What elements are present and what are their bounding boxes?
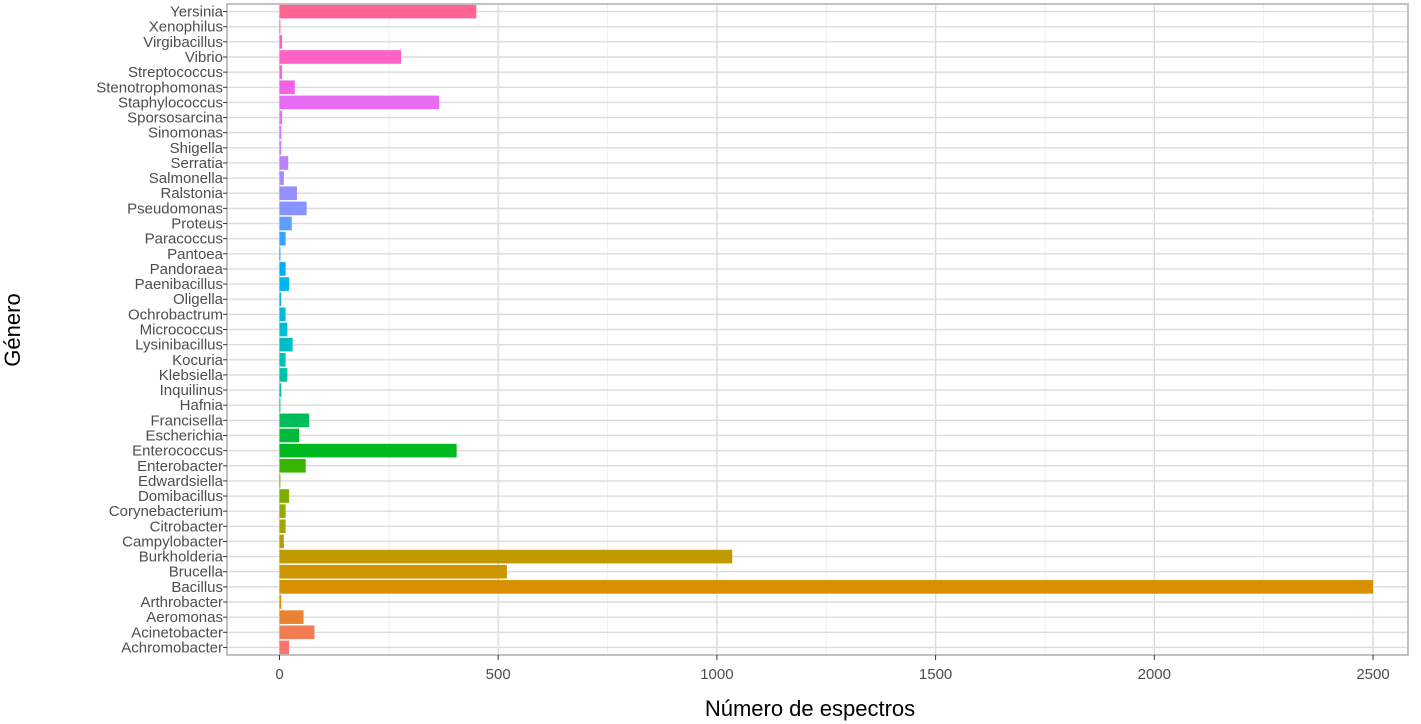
bar-staphylococcus — [279, 95, 440, 110]
bar-pseudomonas — [279, 201, 307, 216]
y-tick-label: Burkholderia — [139, 549, 224, 566]
bar-sporsosarcina — [279, 110, 283, 125]
bar-enterobacter — [279, 458, 306, 473]
bar-brucella — [279, 564, 507, 579]
bar-streptococcus — [279, 65, 283, 79]
bar-achromobacter — [279, 640, 290, 655]
y-axis-ticks: AchromobacterAcinetobacterAeromonasArthr… — [96, 4, 227, 656]
y-tick-label: Arthrobacter — [140, 594, 223, 611]
y-tick-label: Shigella — [170, 140, 224, 157]
bar-xenophilus — [279, 19, 281, 34]
y-tick-label: Streptococcus — [128, 64, 223, 81]
bar-shigella — [279, 141, 282, 155]
y-tick-label: Hafnia — [180, 397, 224, 414]
y-tick-label: Proteus — [171, 216, 223, 233]
y-tick-label: Brucella — [169, 564, 224, 581]
y-tick-label: Aeromonas — [146, 609, 223, 626]
y-tick-label: Oligella — [173, 291, 224, 308]
bar-salmonella — [279, 171, 284, 185]
x-tick-label: 1500 — [919, 666, 952, 683]
y-tick-label: Sporsosarcina — [127, 110, 224, 127]
bar-lysinibacillus — [279, 337, 293, 352]
bar-pandoraea — [279, 262, 286, 276]
bar-hafnia — [279, 398, 281, 413]
y-tick-label: Enterobacter — [137, 458, 223, 475]
y-tick-label: Sinomonas — [148, 125, 223, 142]
y-tick-label: Inquilinus — [160, 382, 223, 399]
y-tick-label: Vibrio — [185, 49, 223, 66]
bar-virgibacillus — [279, 35, 283, 49]
bar-klebsiella — [279, 368, 288, 382]
x-axis-ticks: 0 500 1000 1500 2000 2500 — [275, 655, 1390, 683]
y-tick-label: Corynebacterium — [109, 503, 223, 520]
bar-enterococcus — [279, 443, 457, 458]
x-tick-label: 1000 — [700, 666, 733, 683]
y-tick-label: Campylobacter — [122, 533, 223, 550]
y-tick-label: Acinetobacter — [131, 624, 223, 641]
bar-domibacillus — [279, 489, 290, 503]
y-tick-label: Lysinibacillus — [135, 337, 223, 354]
y-tick-label: Serratia — [170, 155, 223, 172]
x-tick-label: 2500 — [1356, 666, 1389, 683]
y-tick-label: Ralstonia — [160, 185, 223, 202]
bar-bacillus — [279, 580, 1374, 594]
y-tick-label: Achromobacter — [121, 639, 223, 656]
bar-serratia — [279, 156, 289, 170]
y-tick-label: Pandoraea — [150, 261, 224, 278]
y-tick-label: Domibacillus — [138, 488, 223, 505]
y-tick-label: Paracoccus — [145, 231, 223, 248]
y-tick-label: Stenotrophomonas — [96, 79, 223, 96]
y-tick-label: Escherichia — [145, 427, 223, 444]
bar-paracoccus — [279, 231, 286, 246]
bar-pantoea — [279, 246, 281, 261]
y-tick-label: Bacillus — [171, 579, 223, 596]
y-tick-label: Xenophilus — [149, 19, 223, 36]
y-tick-label: Klebsiella — [159, 367, 224, 384]
bar-vibrio — [279, 50, 402, 64]
y-tick-label: Pseudomonas — [127, 200, 223, 217]
bar-corynebacterium — [279, 504, 286, 518]
y-tick-label: Francisella — [150, 412, 223, 429]
y-tick-label: Paenibacillus — [135, 276, 223, 293]
bar-citrobacter — [279, 519, 286, 534]
bar-oligella — [279, 292, 282, 307]
y-tick-label: Salmonella — [149, 170, 224, 187]
bar-micrococcus — [279, 322, 288, 337]
bar-paenibacillus — [279, 277, 290, 291]
bar-edwardsiella — [279, 474, 281, 488]
y-tick-label: Edwardsiella — [138, 473, 224, 490]
y-tick-label: Enterococcus — [132, 443, 223, 460]
x-tick-label: 2000 — [1138, 666, 1171, 683]
bar-escherichia — [279, 428, 300, 443]
bar-ralstonia — [279, 186, 297, 201]
bar-kocuria — [279, 352, 286, 367]
bar-proteus — [279, 216, 292, 231]
bars — [279, 4, 1374, 655]
y-axis-title: Género — [0, 293, 25, 366]
y-tick-label: Micrococcus — [140, 322, 223, 339]
y-tick-label: Virgibacillus — [143, 34, 223, 51]
bar-stenotrophomonas — [279, 80, 295, 95]
bar-inquilinus — [279, 383, 282, 397]
y-tick-label: Yersinia — [170, 4, 223, 21]
bar-burkholderia — [279, 549, 733, 564]
bar-aeromonas — [279, 610, 304, 624]
x-tick-label: 500 — [486, 666, 511, 683]
bar-ochrobactrum — [279, 307, 286, 322]
x-tick-label: 0 — [275, 666, 283, 683]
bar-francisella — [279, 413, 310, 428]
bar-campylobacter — [279, 534, 284, 549]
y-tick-label: Citrobacter — [150, 518, 223, 535]
y-tick-label: Staphylococcus — [118, 94, 223, 111]
bar-sinomonas — [279, 125, 282, 140]
x-axis-title: Número de espectros — [705, 696, 915, 721]
bar-arthrobacter — [279, 595, 282, 609]
bar-yersinia — [279, 4, 477, 19]
y-tick-label: Pantoea — [167, 246, 224, 263]
bar-acinetobacter — [279, 625, 315, 640]
y-tick-label: Kocuria — [172, 352, 224, 369]
y-tick-label: Ochrobactrum — [128, 306, 223, 323]
